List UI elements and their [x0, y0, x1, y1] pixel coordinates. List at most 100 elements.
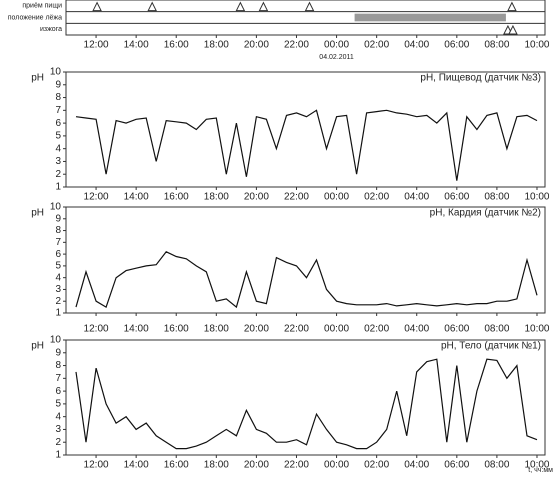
x-tick-label: 14:00 [124, 40, 149, 51]
data-line [75, 251, 538, 309]
y-tick-label: 9 [55, 79, 61, 90]
x-tick-label: 08:00 [484, 324, 509, 335]
x-tick-label: 08:00 [484, 460, 509, 471]
y-axis-label: pH [31, 73, 44, 84]
x-axis-label: t, чч:мм [528, 467, 553, 474]
x-tick-label: 22:00 [284, 460, 309, 471]
data-line [75, 358, 538, 450]
y-tick-label: 3 [55, 424, 61, 435]
x-tick-label: 00:00 [324, 324, 349, 335]
x-tick-label: 20:00 [244, 460, 269, 471]
row-label: приём пищи [22, 3, 62, 10]
x-tick-label: 12:00 [84, 192, 109, 203]
y-tick-label: 2 [55, 296, 61, 307]
x-tick-label: 10:00 [524, 324, 549, 335]
x-tick-label: 16:00 [164, 40, 189, 51]
y-tick-label: 3 [55, 284, 61, 295]
y-tick-label: 9 [55, 213, 61, 224]
x-tick-label: 02:00 [364, 460, 389, 471]
event-marker [507, 1, 517, 12]
data-line [75, 109, 538, 181]
panel-title: pH, Тело (датчик №1) [441, 341, 541, 352]
x-tick-label: 22:00 [284, 192, 309, 203]
x-tick-label: 08:00 [484, 40, 509, 51]
x-tick-label: 12:00 [84, 40, 109, 51]
plot-frame [65, 339, 546, 456]
y-tick-label: 8 [55, 92, 61, 103]
y-tick-label: 7 [55, 237, 61, 248]
x-tick-label: 10:00 [524, 40, 549, 51]
y-tick-label: 8 [55, 225, 61, 236]
x-tick-label: 06:00 [444, 460, 469, 471]
y-tick-label: 10 [50, 67, 62, 78]
x-tick-label: 00:00 [324, 40, 349, 51]
x-tick-label: 06:00 [444, 40, 469, 51]
y-tick-label: 10 [50, 202, 62, 213]
y-tick-label: 1 [55, 450, 61, 461]
y-tick-label: 9 [55, 347, 61, 358]
x-tick-label: 00:00 [324, 460, 349, 471]
y-tick-label: 6 [55, 118, 61, 129]
y-tick-label: 1 [55, 182, 61, 193]
x-tick-label: 14:00 [124, 192, 149, 203]
plot-frame [65, 71, 546, 188]
x-tick-label: 04:00 [404, 192, 429, 203]
y-tick-label: 4 [55, 143, 61, 154]
y-tick-label: 6 [55, 249, 61, 260]
x-tick-label: 10:00 [524, 192, 549, 203]
date-label: 04.02.2011 [319, 54, 354, 61]
x-tick-label: 02:00 [364, 40, 389, 51]
event-marker [92, 1, 102, 12]
x-tick-label: 18:00 [204, 192, 229, 203]
y-tick-label: 5 [55, 261, 61, 272]
x-tick-label: 04:00 [404, 40, 429, 51]
y-axis-label: pH [31, 208, 44, 219]
x-tick-label: 18:00 [204, 324, 229, 335]
y-tick-label: 6 [55, 386, 61, 397]
x-tick-label: 00:00 [324, 192, 349, 203]
plot-frame [65, 206, 546, 314]
x-tick-label: 02:00 [364, 192, 389, 203]
row-label: положение лёжа [8, 14, 62, 21]
y-tick-label: 4 [55, 411, 61, 422]
x-tick-label: 20:00 [244, 192, 269, 203]
event-marker [258, 1, 269, 12]
x-tick-label: 18:00 [204, 460, 229, 471]
x-tick-label: 22:00 [284, 40, 309, 51]
x-tick-label: 08:00 [484, 192, 509, 203]
x-tick-label: 22:00 [284, 324, 309, 335]
y-tick-label: 5 [55, 131, 61, 142]
x-tick-label: 04:00 [404, 460, 429, 471]
event-marker [235, 1, 246, 12]
x-tick-label: 20:00 [244, 324, 269, 335]
row-label: изжога [40, 26, 62, 33]
panel-title: pH, Кардия (датчик №2) [430, 208, 541, 219]
event-span [354, 13, 506, 22]
event-marker [508, 24, 518, 35]
y-tick-label: 3 [55, 156, 61, 167]
event-marker [304, 1, 315, 12]
x-tick-label: 12:00 [84, 460, 109, 471]
y-axis-label: pH [31, 341, 44, 352]
y-tick-label: 2 [55, 437, 61, 448]
x-tick-label: 16:00 [164, 192, 189, 203]
x-tick-label: 20:00 [244, 40, 269, 51]
y-tick-label: 5 [55, 399, 61, 410]
y-tick-label: 7 [55, 105, 61, 116]
panel-title: pH, Пищевод (датчик №3) [420, 73, 541, 84]
x-tick-label: 16:00 [164, 324, 189, 335]
x-tick-label: 02:00 [364, 324, 389, 335]
x-tick-label: 14:00 [124, 324, 149, 335]
x-tick-label: 12:00 [84, 324, 109, 335]
x-tick-label: 04:00 [404, 324, 429, 335]
x-tick-label: 06:00 [444, 192, 469, 203]
y-tick-label: 8 [55, 360, 61, 371]
x-tick-label: 10:00 [524, 460, 549, 471]
event-marker [147, 1, 157, 12]
y-tick-label: 7 [55, 373, 61, 384]
x-tick-label: 06:00 [444, 324, 469, 335]
y-tick-label: 2 [55, 169, 61, 180]
event-frame [65, 0, 546, 36]
y-tick-label: 1 [55, 308, 61, 319]
